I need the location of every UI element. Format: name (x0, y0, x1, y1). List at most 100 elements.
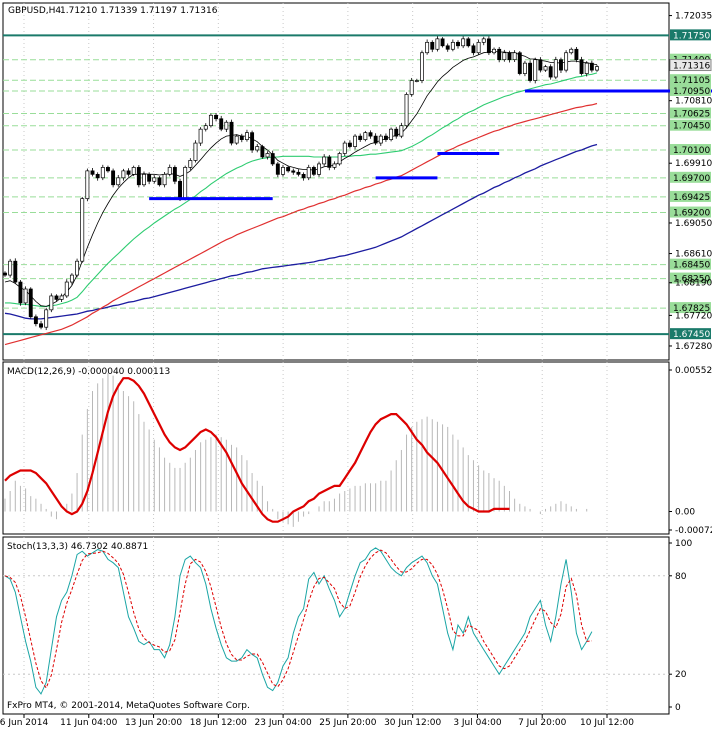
candle-body (564, 52, 569, 71)
candle-body (193, 142, 198, 161)
candle-body (219, 118, 224, 130)
candle-body (383, 135, 388, 140)
horizontal-levels (3, 34, 669, 336)
candle-body (450, 41, 455, 50)
candle-body (147, 173, 152, 182)
candle-body (214, 114, 219, 120)
candle-body (574, 48, 579, 61)
ma-blue-line (4, 143, 598, 320)
candle-body (44, 309, 49, 328)
candle-body (172, 167, 177, 182)
green-level-label: 1.67825 (673, 304, 710, 314)
macd-series (4, 373, 588, 527)
candle-body (301, 173, 306, 179)
candle-body (49, 295, 54, 311)
candle-body (595, 66, 599, 71)
macd-y-tick-label: -0.000722 (675, 526, 712, 536)
stoch-y-tick-label: 0 (675, 703, 681, 713)
ma-green-line (5, 72, 598, 307)
candle-body (538, 59, 543, 71)
green-level-tag (670, 144, 711, 156)
x-tick-label: 10 Jul 12:00 (580, 718, 634, 728)
candle-body (440, 38, 445, 47)
candle-body (28, 288, 33, 318)
candle-body (152, 177, 157, 182)
header-symbol: GBPUSD,H4 (8, 6, 61, 16)
candle-body (368, 132, 373, 137)
y-tick-label: 1.72035 (675, 12, 712, 22)
candle-body (476, 41, 481, 54)
stoch-y-tick-label: 100 (675, 539, 692, 549)
candle-body (327, 156, 332, 168)
candle-body (286, 167, 291, 172)
candle-body (90, 170, 95, 175)
candle-body (59, 295, 64, 300)
green-level-tag (670, 258, 711, 270)
level-label: 1.71750 (673, 31, 710, 41)
macd-y-tick-label: 0.00552 (675, 366, 712, 376)
candle-body (39, 323, 43, 328)
x-tick-label: 3 Jul 04:00 (453, 718, 502, 728)
x-tick-label: 13 Jun 20:00 (125, 718, 182, 728)
green-level-tag (670, 272, 711, 284)
candle-body (85, 170, 90, 200)
x-tick-label: 7 Jul 20:00 (518, 718, 567, 728)
x-tick-label: 6 Jun 2014 (0, 718, 48, 728)
x-tick-label: 30 Jun 12:00 (384, 718, 441, 728)
candle-body (111, 170, 116, 186)
candle-body (373, 135, 378, 144)
level-tag (670, 328, 711, 340)
macd-signal-line (4, 377, 510, 523)
candle-body (255, 146, 260, 151)
candle-body (533, 59, 538, 81)
macd-panel (2, 361, 670, 535)
green-level-label: 1.69200 (673, 209, 710, 219)
candle-body (116, 177, 121, 186)
candle-body (18, 281, 23, 304)
green-level-tag (670, 171, 711, 183)
y-tick-label: 1.69910 (675, 159, 712, 169)
candle-body (23, 288, 28, 304)
candle-body (456, 41, 460, 47)
candle-body (466, 38, 471, 47)
candle-body (291, 170, 296, 173)
green-level-tag (670, 190, 711, 202)
candle-body (162, 173, 167, 186)
candle-body (404, 94, 409, 127)
candle-body (270, 153, 275, 165)
stoch-panel (2, 536, 670, 715)
ma-red-line (4, 102, 598, 346)
green-level-tag (670, 84, 711, 96)
candle-body (584, 62, 589, 74)
stoch-signal-line (4, 549, 592, 689)
candle-body (183, 167, 188, 200)
candle-body (3, 272, 7, 276)
candle-body (394, 128, 399, 137)
green-level-label: 1.71105 (673, 76, 710, 86)
macd-title: MACD(12,26,9) -0.000040 0.000113 (7, 367, 170, 377)
candle-body (378, 135, 383, 144)
candle-body (64, 281, 69, 297)
y-axis-labels: 1.717501.674501.714001.711051.709501.706… (669, 12, 712, 713)
y-tick-label: 1.68610 (675, 250, 712, 260)
candle-body (69, 274, 74, 283)
candle-body (435, 38, 440, 50)
candle-body (224, 121, 229, 130)
candle-body (75, 260, 80, 276)
candle-body (414, 80, 419, 82)
candle-body (80, 198, 85, 262)
candle-body (229, 121, 234, 144)
candle-body (281, 167, 285, 175)
stoch-series (3, 547, 669, 695)
green-level-tag (670, 74, 711, 86)
candle-body (420, 52, 424, 81)
y-tick-label: 1.70810 (675, 97, 712, 107)
candle-body (507, 52, 512, 61)
candle-body (188, 160, 193, 168)
candle-body (589, 62, 594, 71)
support-lines (149, 89, 712, 201)
green-level-label: 1.69700 (673, 174, 710, 184)
copyright-text: FxPro MT4, © 2001-2014, MetaQuotes Softw… (7, 701, 250, 711)
candle-body (579, 59, 584, 74)
